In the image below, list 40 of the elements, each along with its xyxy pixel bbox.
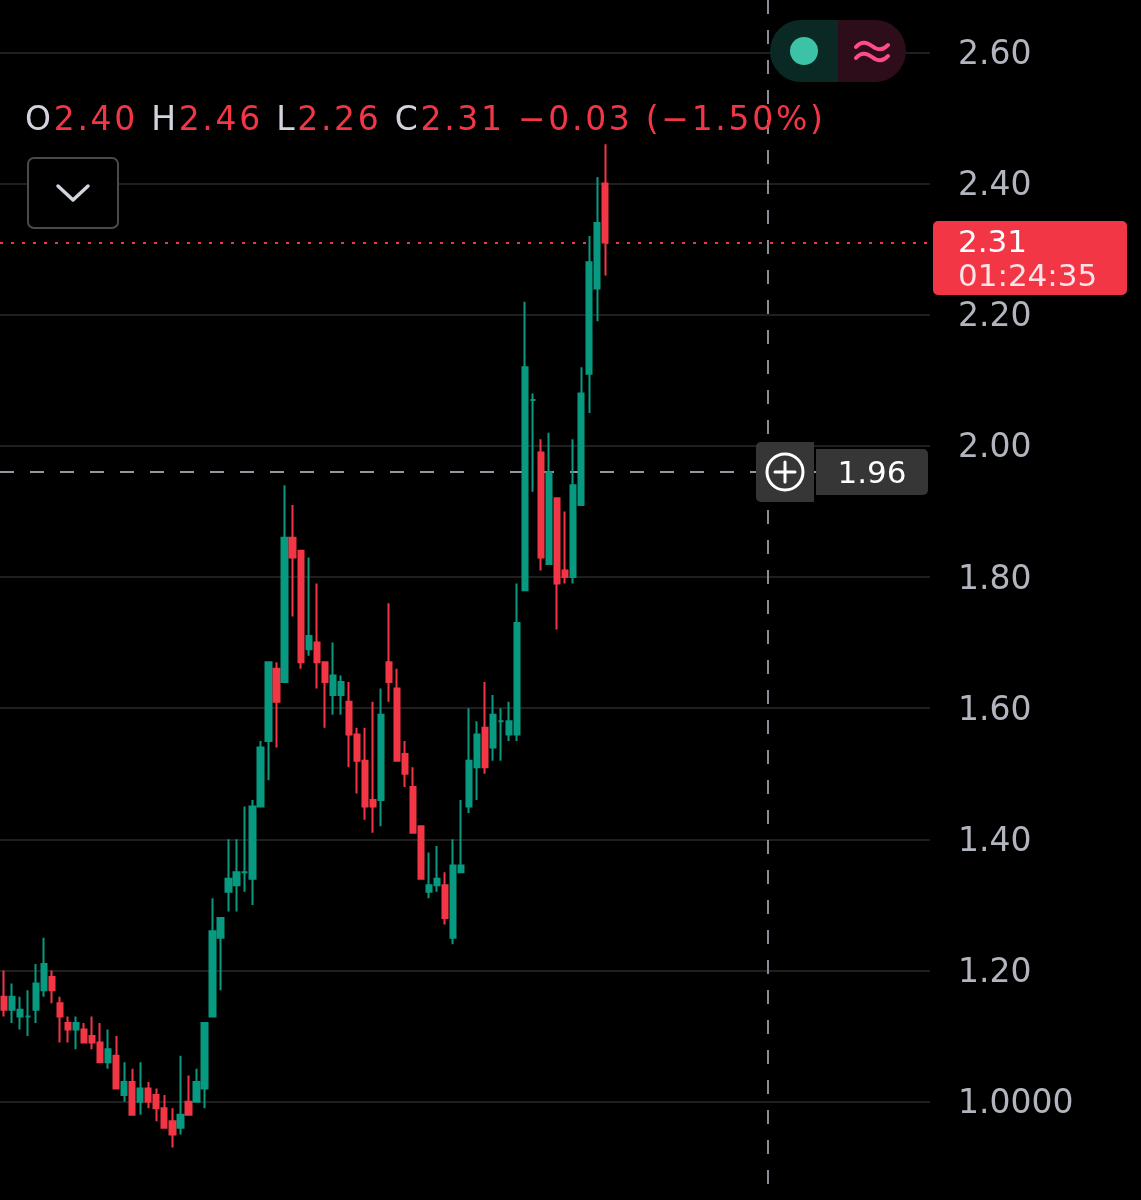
candlestick <box>489 694 497 762</box>
candlestick <box>136 1061 144 1116</box>
y-tick-label: 2.20 <box>958 295 1032 335</box>
y-tick-label: 1.0000 <box>958 1082 1074 1122</box>
candlestick <box>120 1061 128 1103</box>
candlestick <box>280 484 289 683</box>
candlestick <box>529 392 537 493</box>
candlestick <box>184 1074 193 1116</box>
candlestick <box>385 602 393 703</box>
candlestick <box>48 969 56 1005</box>
y-tick-label: 2.40 <box>958 164 1032 204</box>
candlestick <box>497 707 505 762</box>
y-tick-label: 1.20 <box>958 950 1032 990</box>
candlestick <box>377 687 385 828</box>
annotation: O2.40 H2.46 L2.26 C2.31 −0.03 (−1.50%) <box>25 99 826 138</box>
y-tick-label: 2.60 <box>958 32 1032 72</box>
candlestick <box>305 556 313 657</box>
y-tick-label: 1.60 <box>958 688 1032 728</box>
ref-line-label: 2.31 01:24:35 <box>958 222 1099 293</box>
candlestick <box>104 1028 112 1070</box>
candlestick <box>521 300 529 592</box>
candlestick <box>56 995 64 1044</box>
candlestick <box>441 871 449 926</box>
y-tick-label: 1.80 <box>958 557 1032 597</box>
candlestick <box>537 438 545 572</box>
candlestick <box>272 661 281 749</box>
candlestick <box>24 989 32 1038</box>
candlestick <box>481 680 489 775</box>
candlestick <box>176 1054 185 1136</box>
candlestick <box>0 969 8 1018</box>
candlestick <box>64 1015 72 1044</box>
ref-line-label: 1.96 <box>816 449 928 496</box>
candlestick <box>112 1035 120 1090</box>
candlestick <box>264 661 273 782</box>
candlestick <box>128 1067 136 1116</box>
y-tick-label: 1.40 <box>958 819 1032 859</box>
candlestick <box>601 143 609 277</box>
candlestick <box>545 431 553 565</box>
candlestick <box>72 1015 80 1051</box>
y-tick-label: 2.00 <box>958 426 1032 466</box>
